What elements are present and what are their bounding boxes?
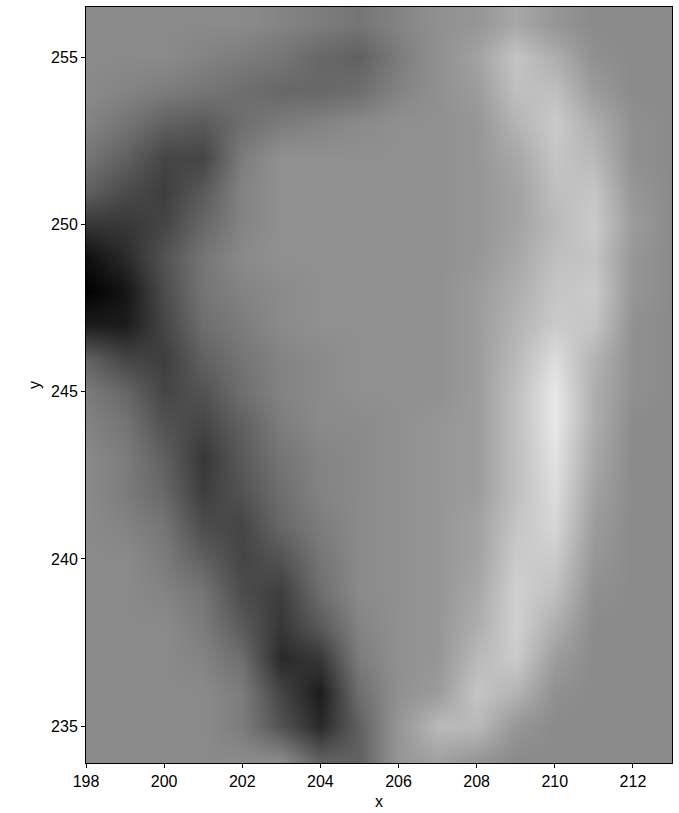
svg-text:206: 206 xyxy=(385,773,412,790)
svg-text:210: 210 xyxy=(541,773,568,790)
svg-text:x: x xyxy=(375,793,383,810)
svg-text:y: y xyxy=(26,381,43,389)
svg-text:250: 250 xyxy=(51,216,78,233)
svg-text:245: 245 xyxy=(51,383,78,400)
svg-text:208: 208 xyxy=(463,773,490,790)
svg-text:235: 235 xyxy=(51,718,78,735)
svg-text:198: 198 xyxy=(73,773,100,790)
svg-text:204: 204 xyxy=(307,773,334,790)
svg-text:255: 255 xyxy=(51,49,78,66)
svg-text:202: 202 xyxy=(229,773,256,790)
svg-text:200: 200 xyxy=(151,773,178,790)
svg-text:212: 212 xyxy=(620,773,647,790)
svg-text:240: 240 xyxy=(51,551,78,568)
